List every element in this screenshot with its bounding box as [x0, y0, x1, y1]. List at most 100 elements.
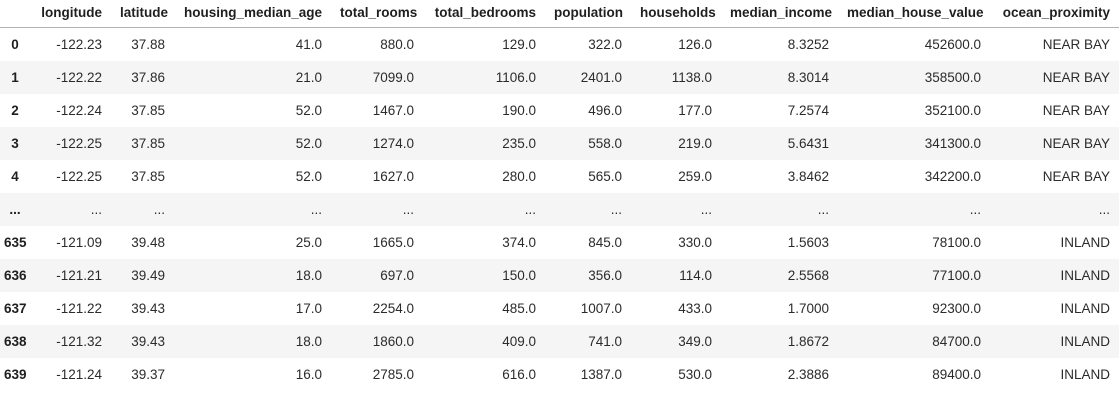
cell-total_rooms: 1467.0 [372, 102, 414, 118]
cell-households: 126.0 [678, 36, 712, 52]
ellipsis-row: ................................. [0, 192, 1119, 226]
cell-population: 2401.0 [580, 69, 622, 85]
cell-households: 259.0 [678, 168, 712, 184]
cell-latitude: 37.86 [131, 69, 165, 85]
cell-ocean_proximity: NEAR BAY [1042, 69, 1110, 85]
column-header-latitude: latitude [111, 0, 174, 28]
column-header-longitude: longitude [30, 0, 111, 28]
cell-housing_median_age: 52.0 [295, 135, 322, 151]
cell-housing_median_age: 25.0 [295, 234, 322, 250]
cell-population: 558.0 [588, 135, 622, 151]
cell-total_rooms: ... [402, 201, 414, 217]
cell-median_income: 5.6431 [787, 135, 829, 151]
cell-housing_median_age: 41.0 [295, 36, 322, 52]
cell-ocean_proximity: INLAND [1060, 267, 1110, 283]
cell-total_bedrooms: 616.0 [502, 366, 536, 382]
cell-housing_median_age: 16.0 [295, 366, 322, 382]
cell-housing_median_age: 17.0 [295, 300, 322, 316]
column-header-households: households [631, 0, 721, 28]
cell-longitude: -122.23 [56, 36, 102, 52]
cell-latitude: 39.49 [131, 267, 165, 283]
column-header-population: population [545, 0, 631, 28]
cell-median_income: ... [817, 201, 829, 217]
cell-households: 1138.0 [671, 69, 712, 85]
cell-median_house_value: 358500.0 [924, 69, 981, 85]
cell-housing_median_age: 21.0 [295, 69, 322, 85]
cell-housing_median_age: 18.0 [295, 267, 322, 283]
cell-median_income: 2.5568 [787, 267, 829, 283]
cell-households: 219.0 [678, 135, 712, 151]
row-index: 2 [11, 102, 19, 118]
cell-median_house_value: 89400.0 [932, 366, 981, 382]
cell-population: 845.0 [588, 234, 622, 250]
cell-total_bedrooms: 280.0 [502, 168, 536, 184]
cell-population: 1387.0 [580, 366, 622, 382]
table-row: 637 -121.22 39.43 17.0 2254.0 485.0 1007.0 433.… [0, 292, 1119, 325]
column-header-housing_median_age: housing_median_age [174, 0, 331, 28]
cell-population: 565.0 [588, 168, 622, 184]
column-header-ocean_proximity: ocean_proximity [990, 0, 1119, 28]
cell-median_income: 8.3014 [787, 69, 829, 85]
cell-total_bedrooms: 1106.0 [495, 69, 536, 85]
cell-ocean_proximity: ... [1098, 201, 1110, 217]
cell-ocean_proximity: INLAND [1060, 300, 1110, 316]
cell-longitude: -122.25 [56, 135, 102, 151]
cell-total_bedrooms: 235.0 [502, 135, 536, 151]
cell-total_bedrooms: ... [524, 201, 536, 217]
cell-latitude: 39.43 [131, 333, 165, 349]
cell-longitude: -122.24 [56, 102, 102, 118]
cell-ocean_proximity: INLAND [1060, 234, 1110, 250]
cell-total_bedrooms: 374.0 [502, 234, 536, 250]
cell-latitude: ... [153, 201, 165, 217]
column-header-median_income: median_income [721, 0, 838, 28]
cell-median_income: 1.5603 [787, 234, 829, 250]
cell-latitude: 39.37 [131, 366, 165, 382]
cell-median_house_value: 342200.0 [924, 168, 981, 184]
cell-ocean_proximity: NEAR BAY [1042, 102, 1110, 118]
dataframe-output: longitude latitude housing_median_age total… [0, 0, 1119, 391]
table-row: 635 -121.09 39.48 25.0 1665.0 374.0 845.0 330.0… [0, 226, 1119, 259]
cell-ocean_proximity: INLAND [1060, 333, 1110, 349]
table-row: 2 -122.24 37.85 52.0 1467.0 190.0 496.0 177.0 7.… [0, 94, 1119, 127]
cell-population: 496.0 [588, 102, 622, 118]
cell-longitude: -122.25 [56, 168, 102, 184]
column-header-total_bedrooms: total_bedrooms [423, 0, 545, 28]
row-index: 635 [4, 234, 27, 250]
cell-total_bedrooms: 409.0 [502, 333, 536, 349]
cell-total_rooms: 2254.0 [372, 300, 414, 316]
row-index: 3 [11, 135, 19, 151]
cell-longitude: -121.32 [56, 333, 102, 349]
cell-total_rooms: 2785.0 [372, 366, 414, 382]
row-index: 637 [4, 300, 27, 316]
table-row: 4 -122.25 37.85 52.0 1627.0 280.0 565.0 259.0 3.… [0, 160, 1119, 193]
cell-total_rooms: 1627.0 [372, 168, 414, 184]
cell-housing_median_age: ... [310, 201, 322, 217]
cell-longitude: -122.22 [56, 69, 102, 85]
cell-households: 530.0 [678, 366, 712, 382]
cell-ocean_proximity: NEAR BAY [1042, 36, 1110, 52]
cell-total_rooms: 7099.0 [372, 69, 414, 85]
cell-longitude: -121.24 [56, 366, 102, 382]
cell-ocean_proximity: NEAR BAY [1042, 135, 1110, 151]
cell-total_rooms: 1665.0 [372, 234, 414, 250]
cell-median_income: 1.8672 [787, 333, 829, 349]
cell-population: ... [610, 201, 622, 217]
row-index: 4 [11, 168, 19, 184]
table-row: 638 -121.32 39.43 18.0 1860.0 409.0 741.0 349.0… [0, 324, 1119, 358]
cell-median_house_value: 78100.0 [932, 234, 981, 250]
table-body: 0 -122.23 37.88 41.0 880.0 129.0 322.0 126.0 8.3… [0, 28, 1119, 391]
cell-households: 330.0 [678, 234, 712, 250]
cell-households: ... [700, 201, 712, 217]
cell-total_rooms: 880.0 [380, 36, 414, 52]
cell-longitude: -121.22 [56, 300, 102, 316]
cell-population: 741.0 [588, 333, 622, 349]
cell-households: 433.0 [678, 300, 712, 316]
cell-median_house_value: 352100.0 [924, 102, 981, 118]
cell-latitude: 37.85 [131, 102, 165, 118]
row-index: 636 [4, 267, 27, 283]
row-index: 639 [4, 366, 27, 382]
cell-latitude: 39.43 [131, 300, 165, 316]
row-index: ... [9, 201, 21, 217]
cell-median_house_value: 84700.0 [932, 333, 981, 349]
cell-median_house_value: 77100.0 [932, 267, 981, 283]
